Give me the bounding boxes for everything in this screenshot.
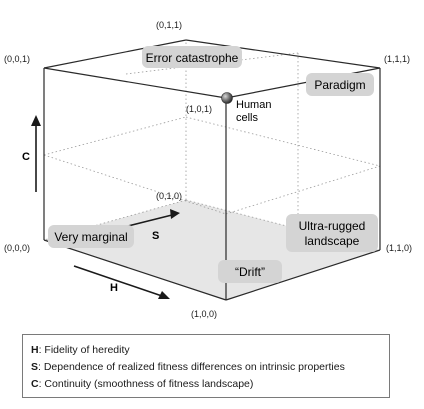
- h-arrowhead: [158, 291, 170, 299]
- region-label: Ultra-rugged: [299, 219, 366, 233]
- axis-arrows: [31, 115, 180, 299]
- legend-item-s: S: Dependence of realized fitness differ…: [31, 359, 389, 376]
- s-axis-label: S: [152, 230, 159, 242]
- region-ultra-rugged: Ultra-rugged landscape: [286, 214, 378, 252]
- hidden-edges: [43, 40, 381, 251]
- human-cells-marker: [221, 92, 233, 104]
- legend-box: H: Fidelity of heredity S: Dependence of…: [22, 334, 390, 398]
- legend-key: C: [31, 378, 39, 390]
- corner-label-111: (1,1,1): [384, 54, 410, 64]
- region-label: “Drift”: [235, 265, 265, 279]
- c-arrowhead: [31, 115, 41, 126]
- legend-key: H: [31, 344, 39, 356]
- legend-key: S: [31, 361, 39, 373]
- region-label: Error catastrophe: [146, 51, 239, 65]
- legend-item-c: C: Continuity (smoothness of fitness lan…: [31, 376, 389, 393]
- legend-text: : Fidelity of heredity: [38, 344, 130, 356]
- region-drift: “Drift”: [218, 260, 282, 283]
- corner-label-011: (0,1,1): [156, 20, 182, 30]
- legend-item-h: H: Fidelity of heredity: [31, 342, 389, 359]
- legend-text: : Dependence of realized fitness differe…: [38, 361, 345, 373]
- cube-diagram: H S C Error catastrophe Paradigm Very ma…: [4, 20, 412, 319]
- region-very-marginal: Very marginal: [48, 225, 134, 248]
- legend-text: : Continuity (smoothness of fitness land…: [38, 378, 254, 390]
- region-label: landscape: [305, 234, 360, 248]
- h-axis-arrow: [73, 265, 163, 297]
- region-label: Paradigm: [314, 78, 365, 92]
- corner-label-000: (0,0,0): [4, 243, 30, 253]
- s-arrowhead: [170, 209, 180, 219]
- region-error-catastrophe: Error catastrophe: [142, 46, 242, 68]
- region-paradigm: Paradigm: [306, 73, 374, 96]
- human-cells-label: cells: [236, 112, 259, 124]
- corner-label-110: (1,1,0): [386, 243, 412, 253]
- s-axis-arrow: [127, 214, 173, 227]
- h-axis-label: H: [110, 282, 118, 294]
- corner-label-100: (1,0,0): [191, 309, 217, 319]
- human-cells-label: Human: [236, 99, 271, 111]
- region-label: Very marginal: [54, 230, 127, 244]
- c-axis-label: C: [22, 151, 30, 163]
- corner-label-010: (0,1,0): [156, 191, 182, 201]
- corner-label-001: (0,0,1): [4, 54, 30, 64]
- corner-label-101: (1,0,1): [186, 104, 212, 114]
